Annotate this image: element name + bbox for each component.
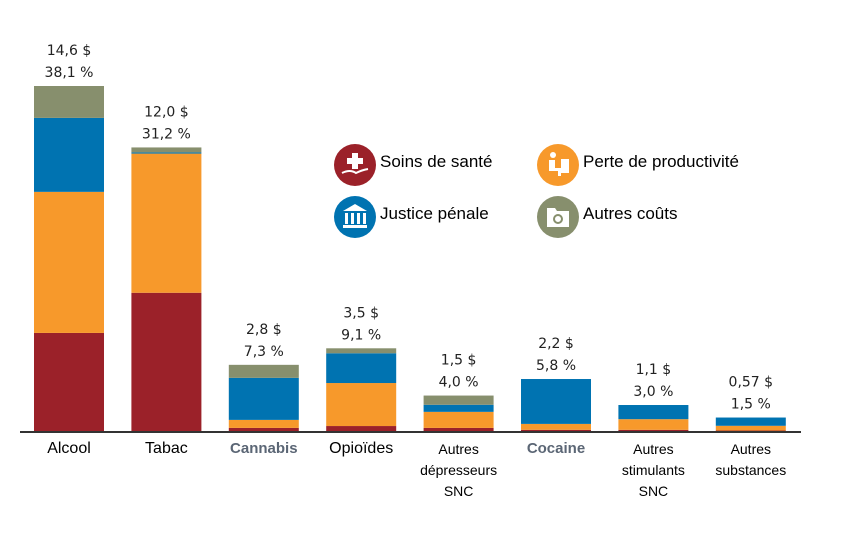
bar-segment bbox=[326, 383, 397, 427]
bar-segment bbox=[618, 419, 689, 430]
category-label: Autres bbox=[731, 441, 771, 457]
percent-label: 31,2 % bbox=[142, 126, 191, 142]
value-labels: 14,6 $ 38,1 % 12,0 $ 31,2 % 2,8 $ 7,3 % 3,5 $ 9… bbox=[45, 43, 774, 413]
bar-segment bbox=[618, 405, 689, 420]
category-label: Alcool bbox=[47, 440, 91, 457]
productivity-icon bbox=[537, 144, 579, 186]
category-label: SNC bbox=[639, 483, 669, 499]
bars bbox=[34, 86, 786, 431]
bar-segment bbox=[521, 423, 591, 430]
category-label: Autres bbox=[633, 441, 673, 457]
percent-label: 38,1 % bbox=[45, 65, 94, 81]
legend-label: Autres coûts bbox=[583, 204, 678, 223]
bar-segment bbox=[423, 404, 494, 412]
bar-segment bbox=[34, 117, 104, 192]
category-label: Opioïdes bbox=[329, 440, 393, 457]
courthouse-icon bbox=[334, 196, 376, 238]
total-label: 2,8 $ bbox=[246, 322, 282, 338]
legend-label: Perte de productivité bbox=[583, 152, 739, 171]
bar-segment bbox=[228, 377, 299, 420]
total-label: 2,2 $ bbox=[538, 336, 574, 352]
percent-label: 9,1 % bbox=[341, 327, 381, 343]
bar-segment bbox=[326, 348, 397, 354]
bar-segment bbox=[131, 153, 202, 293]
bar-segment bbox=[228, 364, 299, 378]
bar-segment bbox=[228, 419, 299, 428]
category-label: substances bbox=[715, 462, 786, 478]
legend-label: Soins de santé bbox=[380, 152, 492, 171]
bar-segment bbox=[34, 86, 104, 118]
bar-segment bbox=[521, 379, 591, 424]
percent-label: 1,5 % bbox=[731, 397, 771, 413]
category-label: Cocaine bbox=[527, 440, 585, 457]
bar-segment bbox=[521, 429, 591, 431]
bar-segment bbox=[326, 353, 397, 384]
bar-segment bbox=[326, 426, 397, 431]
percent-label: 3,0 % bbox=[633, 384, 673, 400]
legend-item: Autres coûts bbox=[537, 196, 678, 238]
category-label: Tabac bbox=[145, 440, 188, 457]
total-label: 14,6 $ bbox=[47, 43, 92, 59]
total-label: 1,5 $ bbox=[441, 353, 477, 369]
category-label: stimulants bbox=[622, 462, 685, 478]
legend-item: Soins de santé bbox=[334, 144, 492, 186]
legend-label: Justice pénale bbox=[380, 204, 489, 223]
legend-item: Perte de productivité bbox=[537, 144, 739, 186]
bar-segment bbox=[423, 427, 494, 431]
category-labels: Alcool Tabac Cannabis Opioïdes Autres dépress… bbox=[47, 440, 786, 499]
bar-segment bbox=[131, 152, 202, 154]
bar-segment bbox=[715, 417, 786, 426]
bar-segment bbox=[423, 411, 494, 428]
category-label: dépresseurs bbox=[420, 462, 497, 478]
total-label: 0,57 $ bbox=[729, 375, 774, 391]
bar-segment bbox=[34, 191, 104, 333]
bar-segment bbox=[423, 395, 494, 405]
bar-segment bbox=[131, 292, 202, 431]
category-label: SNC bbox=[444, 483, 474, 499]
percent-label: 4,0 % bbox=[439, 375, 479, 391]
legend-item: Justice pénale bbox=[334, 196, 489, 238]
total-label: 12,0 $ bbox=[144, 104, 189, 120]
legend: Soins de santé Perte de productivité Justi… bbox=[334, 144, 739, 238]
category-label: Autres bbox=[438, 441, 478, 457]
bar-segment bbox=[715, 425, 786, 431]
bar-segment bbox=[228, 427, 299, 431]
bar-segment bbox=[618, 429, 689, 431]
category-label: Cannabis bbox=[230, 440, 298, 457]
total-label: 3,5 $ bbox=[343, 305, 379, 321]
bar-segment bbox=[131, 147, 202, 153]
total-label: 1,1 $ bbox=[636, 362, 672, 378]
percent-label: 5,8 % bbox=[536, 358, 576, 374]
percent-label: 7,3 % bbox=[244, 344, 284, 360]
bar-segment bbox=[34, 332, 104, 431]
